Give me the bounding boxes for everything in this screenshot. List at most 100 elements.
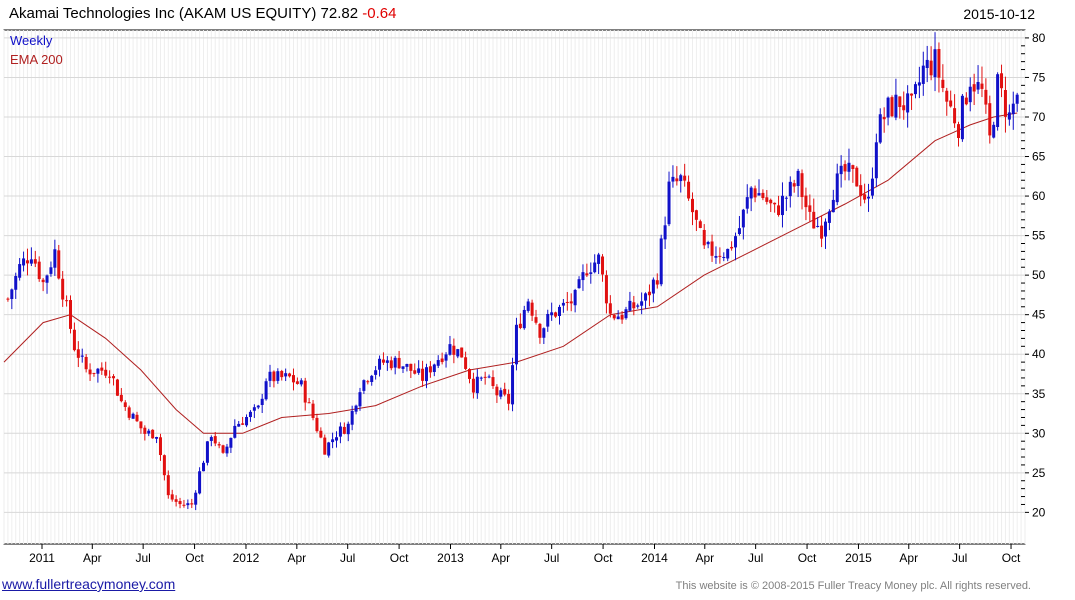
candle-body xyxy=(327,442,331,456)
candle-body xyxy=(389,360,393,369)
y-tick-label: 25 xyxy=(1032,466,1046,480)
y-tick-label: 75 xyxy=(1032,70,1046,84)
candle-body xyxy=(620,314,624,320)
candle-body xyxy=(84,356,88,370)
x-tick-label: 2015 xyxy=(845,551,872,565)
candle-body xyxy=(444,354,448,361)
candle-body xyxy=(448,344,452,355)
candle-body xyxy=(1007,112,1011,120)
candle-body xyxy=(663,225,667,240)
candle-body xyxy=(303,380,307,403)
candle-body xyxy=(956,124,960,138)
candle-body xyxy=(773,202,777,205)
candle-body xyxy=(636,305,640,307)
candle-body xyxy=(319,430,323,438)
candle-body xyxy=(370,375,374,382)
candle-body xyxy=(248,411,252,418)
candle-body xyxy=(874,142,878,179)
candle-body xyxy=(194,492,198,505)
candle-body xyxy=(593,262,597,273)
candle-body xyxy=(233,425,237,438)
candle-body xyxy=(745,197,749,209)
candle-body xyxy=(471,378,475,393)
copyright-notice: This website is © 2008-2015 Fuller Treac… xyxy=(675,580,1031,592)
candle-body xyxy=(573,289,577,306)
candle-body xyxy=(878,114,882,143)
plot-frame xyxy=(3,29,1026,545)
x-tick-label: Apr xyxy=(899,551,918,565)
candle-body xyxy=(765,197,769,202)
candle-body xyxy=(882,116,886,120)
candle-body xyxy=(722,256,726,258)
candle-body xyxy=(295,381,299,384)
x-tick-label: Jul xyxy=(952,551,967,565)
candle-body xyxy=(65,300,69,302)
candle-body xyxy=(554,312,558,317)
candle-body xyxy=(135,414,139,422)
candle-body xyxy=(276,371,280,381)
x-tick-label: Apr xyxy=(83,551,102,565)
site-link[interactable]: www.fullertreacymoney.com xyxy=(2,576,176,592)
candle-body xyxy=(456,349,460,357)
candle-body xyxy=(174,499,178,502)
candle-body xyxy=(350,410,354,425)
x-tick-label: Oct xyxy=(1002,551,1021,565)
candle-body xyxy=(992,124,996,138)
candle-body xyxy=(209,437,213,441)
candle-body xyxy=(538,323,542,338)
candle-body xyxy=(139,421,143,429)
candle-body xyxy=(217,444,221,446)
candle-body xyxy=(757,193,761,196)
candle-body xyxy=(158,437,162,456)
candle-body xyxy=(272,371,276,382)
candle-body xyxy=(346,423,350,435)
candle-body xyxy=(972,84,976,92)
candle-body xyxy=(162,455,166,476)
candle-body xyxy=(526,301,530,311)
candle-body xyxy=(984,89,988,105)
y-tick-label: 35 xyxy=(1032,387,1046,401)
candle-body xyxy=(464,357,468,369)
candle-body xyxy=(405,363,409,367)
candle-body xyxy=(428,366,432,373)
candle-body xyxy=(577,279,581,289)
y-tick-label: 20 xyxy=(1032,505,1046,519)
candle-body xyxy=(561,302,565,306)
candle-body xyxy=(749,187,753,199)
candle-body xyxy=(479,377,483,379)
candle-body xyxy=(921,65,925,84)
candle-body xyxy=(1003,90,1007,117)
candle-body xyxy=(92,372,96,374)
candle-body xyxy=(968,86,972,103)
x-tick-label: 2011 xyxy=(29,551,55,565)
candle-body xyxy=(796,170,800,186)
candle-body xyxy=(1000,73,1004,89)
candle-body xyxy=(299,380,303,385)
candle-body xyxy=(315,417,319,432)
chart-title: Akamai Technologies Inc (AKAM US EQUITY)… xyxy=(9,5,396,22)
candle-body xyxy=(847,162,851,172)
candle-body xyxy=(225,446,229,454)
candle-body xyxy=(679,175,683,182)
candle-body xyxy=(475,376,479,394)
candle-body xyxy=(675,178,679,182)
candle-body xyxy=(726,248,730,259)
candle-body xyxy=(432,364,436,372)
candle-body xyxy=(976,82,980,90)
candle-body xyxy=(988,103,992,136)
weekly-grid xyxy=(3,30,1026,544)
candle-body xyxy=(859,185,863,197)
x-tick-label: Jul xyxy=(544,551,559,565)
candle-body xyxy=(503,388,507,395)
candle-body xyxy=(147,430,151,434)
candle-body xyxy=(894,94,898,118)
candle-body xyxy=(252,407,256,411)
candle-body xyxy=(127,407,131,418)
candle-body xyxy=(784,197,788,199)
legend-entry: EMA 200 xyxy=(10,52,63,67)
candle-body xyxy=(839,165,843,175)
candle-body xyxy=(491,377,495,387)
candle-body xyxy=(335,437,339,441)
x-tick-label: Apr xyxy=(287,551,306,565)
candle-body xyxy=(53,249,57,268)
